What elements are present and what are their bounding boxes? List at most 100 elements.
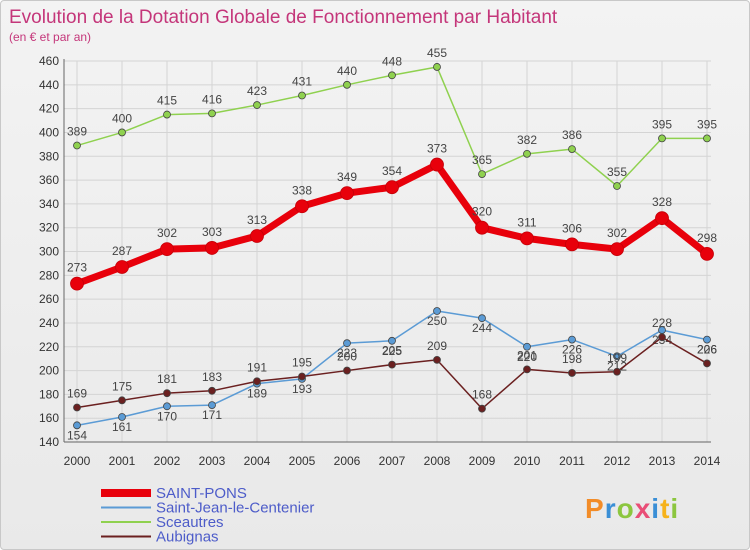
data-point (70, 276, 84, 291)
y-tick-label: 460 (39, 54, 59, 68)
data-point (298, 91, 306, 100)
data-point (205, 241, 219, 255)
data-label: 209 (427, 339, 447, 353)
data-label: 302 (157, 226, 177, 240)
data-label: 223 (337, 346, 357, 360)
data-point (523, 365, 531, 374)
x-tick-label: 2004 (244, 454, 271, 468)
data-label: 365 (472, 153, 492, 167)
data-label: 195 (292, 356, 312, 370)
legend-label: Saint-Jean-le-Centenier (156, 500, 314, 517)
data-label: 389 (67, 125, 87, 139)
data-label: 423 (247, 84, 267, 98)
data-point (208, 386, 216, 395)
data-label: 170 (157, 409, 177, 423)
data-label: 328 (652, 195, 672, 209)
data-label: 175 (112, 379, 132, 393)
data-point (298, 372, 306, 381)
data-label: 395 (697, 117, 717, 131)
y-tick-label: 260 (39, 292, 59, 306)
data-point (115, 260, 129, 274)
data-point (385, 180, 399, 195)
data-point (73, 141, 81, 150)
data-label: 306 (562, 221, 582, 235)
data-label: 354 (382, 164, 402, 178)
data-label: 220 (517, 350, 537, 364)
x-tick-label: 2008 (424, 454, 451, 468)
data-label: 244 (472, 321, 492, 335)
data-point (613, 352, 621, 361)
data-point (478, 170, 486, 179)
y-tick-label: 440 (39, 78, 59, 92)
data-label: 226 (562, 343, 582, 357)
data-point (655, 211, 669, 226)
x-tick-label: 2001 (109, 454, 136, 468)
data-label: 349 (337, 170, 357, 184)
x-tick-label: 2013 (649, 454, 676, 468)
data-point (433, 63, 441, 71)
data-label: 338 (292, 183, 312, 197)
series-0: 273 287 302 303 313 338 349 354 373 320 311 306 302 3… (67, 142, 717, 291)
data-point (250, 229, 264, 243)
data-point (565, 237, 579, 252)
data-label: 455 (427, 46, 447, 60)
data-point (343, 366, 351, 375)
data-point (523, 342, 531, 351)
data-point (388, 336, 396, 345)
y-tick-label: 180 (39, 387, 59, 401)
data-label: 311 (517, 215, 536, 229)
y-tick-label: 200 (39, 364, 59, 378)
data-point (295, 199, 309, 214)
x-tick-label: 2002 (154, 454, 181, 468)
data-label: 181 (157, 372, 177, 386)
data-point (73, 403, 81, 412)
data-label: 273 (67, 261, 87, 275)
data-point (478, 314, 486, 323)
data-label: 171 (202, 408, 222, 422)
data-label: 200 (337, 350, 357, 364)
data-point (568, 335, 576, 344)
legend-label: SAINT-PONS (156, 485, 247, 502)
data-point (163, 402, 171, 411)
data-point (343, 80, 351, 89)
data-point (523, 149, 531, 158)
y-tick-label: 240 (39, 316, 59, 330)
data-point (163, 389, 171, 398)
data-label: 212 (607, 359, 627, 373)
data-point (118, 413, 126, 421)
data-point (208, 401, 216, 409)
x-tick-label: 2007 (379, 454, 406, 468)
data-point (520, 231, 534, 246)
data-point (610, 242, 624, 257)
data-point (568, 145, 576, 154)
x-tick-label: 2000 (64, 454, 91, 468)
data-point (658, 333, 666, 342)
y-tick-label: 360 (39, 173, 59, 187)
data-label: 169 (67, 386, 87, 400)
logo-letter: o (617, 493, 635, 524)
chart-title: Evolution de la Dotation Globale de Fonc… (9, 7, 558, 28)
y-tick-label: 340 (39, 197, 59, 211)
series-group: 389 400 415 416 423 431 440 448 455 365 382 386 355 3… (67, 46, 717, 442)
data-label: 395 (652, 117, 672, 131)
logo-letter: x (635, 493, 652, 524)
data-label: 386 (562, 128, 582, 142)
data-point (118, 396, 126, 405)
logo-letter: r (605, 493, 617, 524)
data-point (208, 109, 216, 118)
data-label: 198 (562, 352, 582, 366)
chart-subtitle: (en € et par an) (9, 30, 91, 44)
data-point (388, 71, 396, 80)
data-point (253, 101, 261, 109)
data-label: 206 (697, 342, 717, 356)
data-label: 302 (607, 226, 627, 240)
y-tick-label: 380 (39, 149, 59, 163)
legend-label: Sceautres (156, 514, 224, 531)
data-point (343, 339, 351, 348)
data-label: 250 (427, 314, 447, 328)
data-point (388, 360, 396, 369)
logo-letter: i (670, 493, 679, 524)
